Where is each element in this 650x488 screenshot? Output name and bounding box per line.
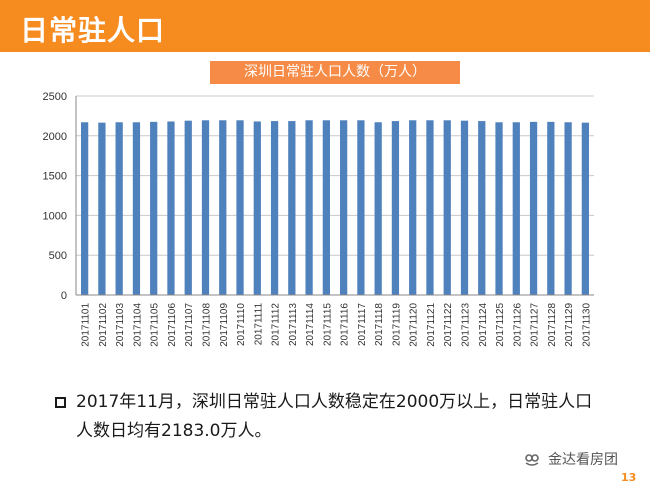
x-tick-label: 20171112	[271, 303, 282, 346]
x-tick-label: 20171102	[98, 303, 109, 347]
bar	[340, 120, 348, 295]
bar	[201, 120, 210, 295]
bar	[374, 122, 382, 295]
bar	[167, 121, 175, 295]
x-tick-label: 20171122	[443, 303, 454, 347]
bar	[529, 121, 538, 296]
bullet-icon	[55, 397, 66, 408]
bar	[391, 121, 400, 295]
bar	[478, 121, 486, 295]
x-tick-label: 20171114	[305, 303, 316, 346]
bar	[460, 120, 469, 296]
x-tick-label: 20171128	[547, 303, 558, 347]
bar	[564, 122, 572, 295]
bar	[581, 122, 589, 295]
bar	[150, 121, 158, 296]
x-tick-label: 20171117	[357, 303, 368, 346]
y-tick-label: 1000	[43, 210, 67, 222]
chart-bars	[81, 120, 589, 296]
x-tick-label: 20171129	[564, 303, 575, 347]
x-tick-label: 20171121	[426, 303, 437, 347]
page-number: 13	[621, 471, 637, 484]
bar	[495, 122, 503, 295]
x-tick-label: 20171124	[478, 303, 489, 347]
chart-title: 深圳日常驻人口人数（万人）	[210, 61, 460, 84]
y-tick-label: 2500	[43, 91, 67, 103]
bar	[253, 121, 261, 295]
summary-note: 2017年11月，深圳日常驻人口人数稳定在2000万以上，日常驻人口人数日均有2…	[76, 392, 593, 441]
y-tick-label: 0	[61, 290, 67, 302]
wechat-icon	[525, 454, 539, 466]
x-tick-label: 20171106	[167, 303, 178, 347]
x-tick-label: 20171126	[512, 303, 523, 347]
x-tick-label: 20171120	[409, 303, 420, 347]
bar	[270, 121, 279, 295]
x-tick-label: 20171101	[81, 303, 92, 347]
bar	[288, 121, 296, 295]
x-tick-label: 20171125	[495, 303, 506, 347]
y-tick-label: 1500	[43, 171, 67, 183]
x-tick-label: 20171123	[461, 303, 472, 347]
x-tick-label: 20171110	[236, 303, 247, 346]
x-tick-label: 20171104	[132, 303, 143, 347]
watermark: 金达看房团	[522, 448, 618, 470]
bar	[409, 120, 417, 295]
bar	[547, 121, 555, 296]
y-tick-label: 500	[49, 250, 67, 262]
bar	[184, 120, 192, 296]
x-tick-label: 20171109	[219, 303, 230, 347]
bar	[443, 120, 451, 295]
x-axis-ticks: 20171101 20171102 20171103 20171104 20171105…	[81, 303, 593, 347]
x-tick-label: 20171105	[150, 303, 161, 347]
bar	[305, 120, 313, 295]
x-tick-label: 20171119	[391, 303, 402, 346]
bar	[236, 120, 244, 295]
x-tick-label: 20171116	[340, 303, 351, 346]
y-tick-label: 2000	[43, 131, 67, 143]
x-tick-label: 20171113	[288, 303, 299, 346]
x-tick-label: 20171111	[253, 303, 264, 346]
page-title: 日常驻人口	[20, 14, 166, 47]
bar	[357, 120, 365, 295]
x-tick-label: 20171103	[115, 303, 126, 347]
bar	[115, 122, 123, 295]
chart-gridlines	[76, 95, 594, 256]
bar	[219, 120, 227, 295]
x-tick-label: 20171130	[581, 303, 592, 347]
bar	[132, 122, 141, 295]
bar	[322, 120, 330, 295]
header-bar: 日常驻人口	[0, 0, 650, 52]
y-axis-ticks: 0 500 1000 1500 2000 2500	[43, 91, 67, 302]
bar	[426, 120, 434, 295]
bar	[512, 122, 520, 295]
x-tick-label: 20171107	[184, 303, 195, 347]
watermark-text: 金达看房团	[548, 452, 618, 468]
x-tick-label: 20171108	[202, 303, 213, 347]
bar	[81, 122, 89, 295]
x-tick-label: 20171115	[322, 303, 333, 346]
x-tick-label: 20171127	[530, 303, 541, 347]
x-tick-label: 20171118	[374, 303, 385, 346]
bar	[98, 122, 106, 295]
